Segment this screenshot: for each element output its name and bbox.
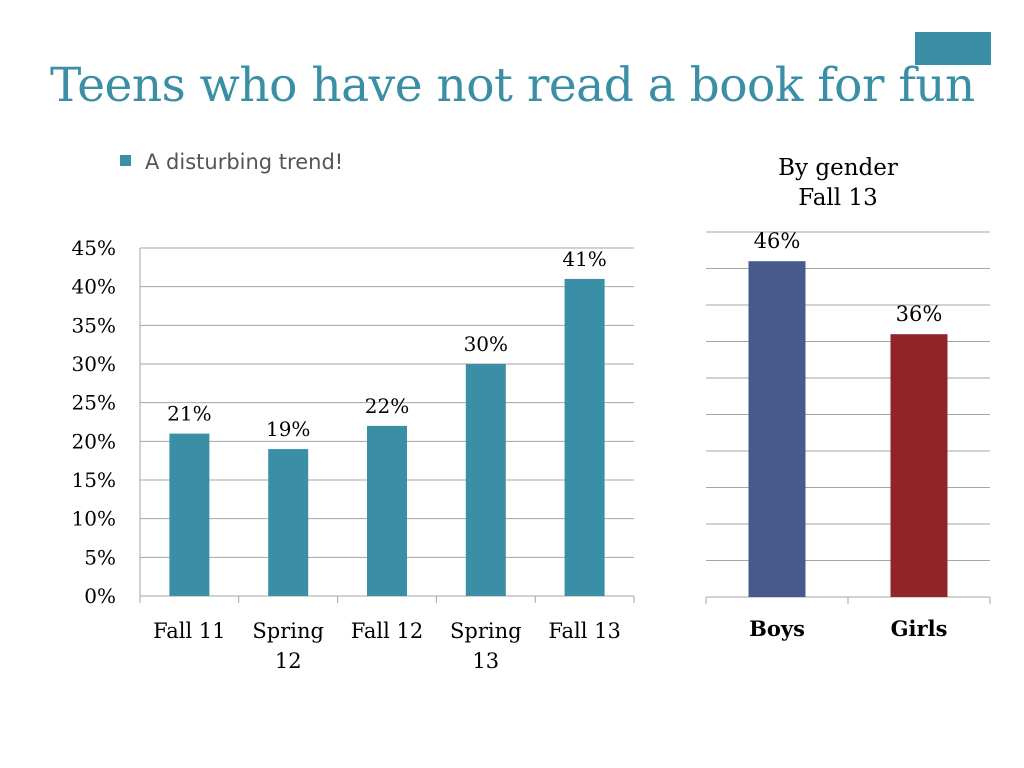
x-tick-label: Girls bbox=[891, 616, 948, 641]
y-tick-label: 5% bbox=[84, 545, 116, 569]
y-tick-label: 10% bbox=[72, 507, 116, 531]
y-tick-label: 35% bbox=[72, 313, 116, 337]
x-tick-label: Spring bbox=[450, 619, 522, 643]
data-label: 36% bbox=[896, 302, 943, 326]
x-tick-label: Fall 12 bbox=[351, 619, 424, 643]
bullet-item: A disturbing trend! bbox=[120, 150, 343, 174]
x-tick-label: Fall 13 bbox=[548, 619, 621, 643]
y-tick-label: 15% bbox=[72, 468, 116, 492]
x-tick-label: Boys bbox=[749, 616, 805, 641]
accent-corner-bar bbox=[915, 32, 991, 65]
data-label: 22% bbox=[365, 394, 409, 418]
data-label: 46% bbox=[754, 229, 801, 253]
bar-fall-13 bbox=[564, 278, 605, 596]
x-tick-label: 13 bbox=[472, 649, 499, 673]
y-tick-label: 0% bbox=[84, 584, 116, 608]
y-tick-label: 40% bbox=[72, 275, 116, 299]
chart-title: By gender bbox=[778, 155, 898, 181]
bar-spring-12 bbox=[268, 449, 309, 596]
bar-fall-11 bbox=[169, 433, 210, 596]
square-bullet-icon bbox=[120, 154, 131, 166]
x-tick-label: 12 bbox=[275, 649, 302, 673]
bar-spring-13 bbox=[465, 364, 506, 596]
y-tick-label: 30% bbox=[72, 352, 116, 376]
slide-title: Teens who have not read a book for fun bbox=[50, 58, 975, 113]
data-label: 21% bbox=[167, 402, 211, 426]
data-label: 41% bbox=[562, 247, 606, 271]
y-tick-label: 20% bbox=[72, 429, 116, 453]
y-tick-label: 45% bbox=[72, 236, 116, 260]
bar-boys bbox=[748, 261, 806, 597]
chart-title: Fall 13 bbox=[798, 185, 877, 211]
x-tick-label: Spring bbox=[252, 619, 324, 643]
data-label: 19% bbox=[266, 417, 310, 441]
bar-girls bbox=[890, 334, 948, 597]
y-tick-label: 25% bbox=[72, 391, 116, 415]
data-label: 30% bbox=[464, 332, 508, 356]
x-tick-label: Fall 11 bbox=[153, 619, 226, 643]
bar-fall-12 bbox=[367, 425, 407, 596]
bullet-text: A disturbing trend! bbox=[145, 150, 344, 174]
